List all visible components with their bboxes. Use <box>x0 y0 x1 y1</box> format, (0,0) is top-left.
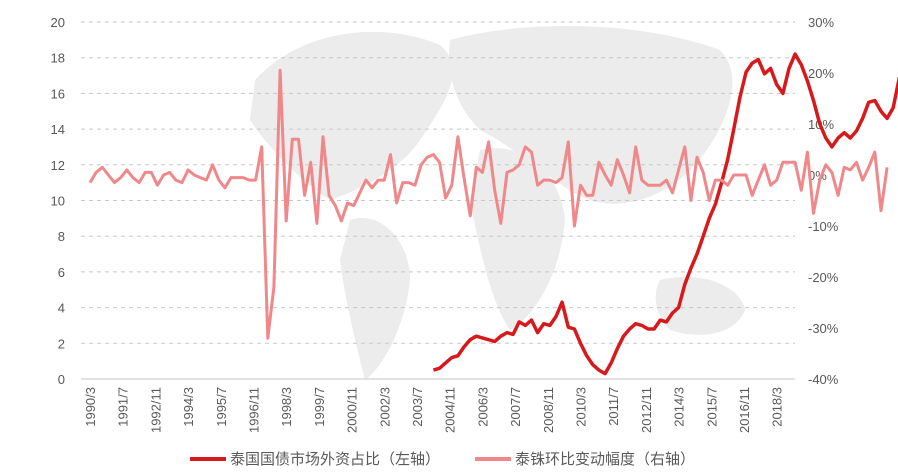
series-baht-change-line <box>88 68 889 340</box>
svg-text:0: 0 <box>58 372 65 387</box>
left-axis: 0 2 4 6 8 10 12 14 16 18 20 <box>51 15 65 387</box>
legend-item-foreign-holding: 泰国国债市场外资占比（左轴） <box>190 448 440 469</box>
svg-text:4: 4 <box>58 301 65 316</box>
svg-text:1998/3: 1998/3 <box>279 387 294 427</box>
svg-text:2004/11: 2004/11 <box>443 387 458 433</box>
svg-text:-10%: -10% <box>808 219 839 234</box>
svg-text:-40%: -40% <box>808 372 839 387</box>
svg-text:-20%: -20% <box>808 270 839 285</box>
svg-text:10: 10 <box>51 194 65 209</box>
svg-text:2015/7: 2015/7 <box>704 387 719 427</box>
svg-text:12: 12 <box>51 158 65 173</box>
svg-text:20: 20 <box>51 15 65 30</box>
right-axis: -40%-30%-20%-10%0%10%20%30% <box>808 15 839 387</box>
legend-label: 泰铢环比变动幅度（右轴） <box>515 450 696 468</box>
svg-text:2016/11: 2016/11 <box>737 387 752 433</box>
svg-text:20%: 20% <box>808 66 834 81</box>
svg-text:2003/7: 2003/7 <box>410 387 425 427</box>
svg-text:30%: 30% <box>808 15 834 30</box>
line-chart: 02468101214161820-40%-30%-20%-10%0%10%20… <box>51 15 898 433</box>
svg-text:14: 14 <box>51 122 65 137</box>
svg-text:2007/7: 2007/7 <box>508 387 523 427</box>
svg-text:-30%: -30% <box>808 321 839 336</box>
svg-text:1994/3: 1994/3 <box>181 387 196 427</box>
svg-text:2018/3: 2018/3 <box>770 387 785 427</box>
svg-text:1999/7: 1999/7 <box>312 387 327 427</box>
svg-text:1992/11: 1992/11 <box>148 387 163 433</box>
svg-text:2008/11: 2008/11 <box>541 387 556 433</box>
svg-text:1996/11: 1996/11 <box>247 387 262 433</box>
svg-text:2011/7: 2011/7 <box>606 387 621 426</box>
legend-item-baht-change: 泰铢环比变动幅度（右轴） <box>475 448 695 469</box>
series-foreign-holding-line <box>432 52 898 376</box>
legend-swatch-pink <box>475 456 511 461</box>
svg-text:2000/11: 2000/11 <box>345 387 360 433</box>
x-axis: 1990/3 1991/7 1992/11 1994/3 1995/7 1996/11 19… <box>83 387 785 433</box>
legend-swatch-dark-red <box>190 456 226 461</box>
svg-text:8: 8 <box>58 229 65 244</box>
svg-text:1990/3: 1990/3 <box>83 387 98 427</box>
svg-text:6: 6 <box>58 265 65 280</box>
svg-text:1991/7: 1991/7 <box>116 387 131 427</box>
svg-text:2006/3: 2006/3 <box>475 387 490 427</box>
svg-text:2012/11: 2012/11 <box>639 387 654 433</box>
svg-text:2: 2 <box>58 336 65 351</box>
svg-text:18: 18 <box>51 51 65 66</box>
svg-text:2010/3: 2010/3 <box>574 387 589 427</box>
legend-label: 泰国国债市场外资占比（左轴） <box>230 450 441 468</box>
svg-text:16: 16 <box>51 86 65 101</box>
svg-text:1995/7: 1995/7 <box>214 387 229 427</box>
svg-text:2014/3: 2014/3 <box>672 387 687 427</box>
svg-text:2002/3: 2002/3 <box>377 387 392 427</box>
